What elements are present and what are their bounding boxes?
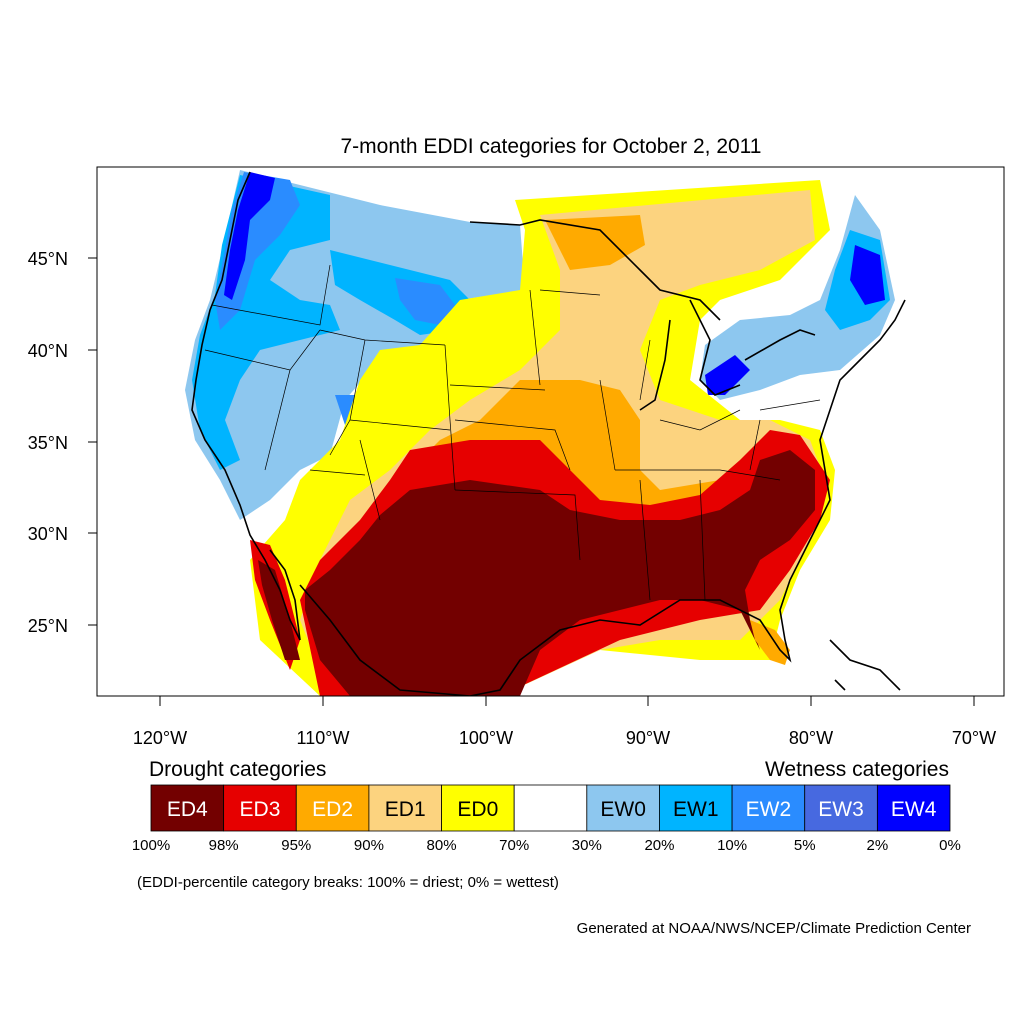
- legend-break-label: 30%: [572, 837, 602, 854]
- credit-text: Generated at NOAA/NWS/NCEP/Climate Predi…: [577, 920, 971, 937]
- lon-label: 90°W: [626, 728, 670, 748]
- legend-break-label: 100%: [132, 837, 170, 854]
- legend-category: ED3: [223, 784, 297, 832]
- category-note: (EDDI-percentile category breaks: 100% =…: [137, 874, 559, 891]
- state-borders: [204, 264, 821, 601]
- category-legend-bar: ED4 ED3 ED2 ED1 ED0 EW0 EW1 EW2 EW3 EW4: [150, 784, 951, 832]
- legend-category-label: ED3: [240, 798, 281, 821]
- legend-break-label: 80%: [427, 837, 457, 854]
- legend-swatch: [659, 784, 733, 832]
- legend-category-label: ED1: [385, 798, 426, 821]
- map-title: 7-month EDDI categories for October 2, 2…: [341, 135, 762, 158]
- lon-label: 80°W: [789, 728, 833, 748]
- legend-category-label: EW3: [818, 798, 864, 821]
- legend-swatch: [295, 784, 370, 832]
- wet-core-erie: [705, 355, 750, 395]
- lat-label: 25°N: [28, 616, 68, 636]
- legend-category: ED1: [368, 784, 442, 832]
- lon-label: 120°W: [133, 728, 187, 748]
- dry-ed4-region: [258, 450, 815, 696]
- lon-label: 110°W: [297, 728, 350, 748]
- lat-label: 45°N: [28, 249, 68, 269]
- wet-patch-montana-core: [395, 278, 455, 325]
- legend-break-label: 10%: [717, 837, 747, 854]
- legend-category-label: EW0: [600, 798, 646, 821]
- lon-label: 100°W: [459, 728, 513, 748]
- map-area: [97, 167, 1004, 696]
- legend-break-label: 95%: [281, 837, 311, 854]
- coastline: [191, 171, 906, 696]
- legend-category-label: EW2: [746, 798, 792, 821]
- legend-category: EW3: [804, 784, 878, 832]
- legend-category-label: EW1: [673, 798, 719, 821]
- legend-category: EW1: [659, 784, 733, 832]
- legend-swatch: [513, 784, 588, 832]
- legend-break-label: 98%: [209, 837, 239, 854]
- legend-category: ED2: [295, 784, 370, 832]
- lat-label: 35°N: [28, 433, 68, 453]
- legend-swatch: [876, 784, 951, 832]
- longitude-axis: 120°W 110°W 100°W 90°W 80°W 70°W: [133, 696, 996, 748]
- legend-category-label: ED0: [457, 798, 498, 821]
- wet-extreme-northeast: [850, 245, 885, 305]
- legend-break-label: 70%: [499, 837, 529, 854]
- legend-category: EW2: [731, 784, 806, 832]
- legend-category: ED4: [150, 784, 225, 832]
- legend-break-label: 90%: [354, 837, 384, 854]
- legend-break-label: 20%: [644, 837, 674, 854]
- dry-florida-fringe: [750, 620, 790, 665]
- drought-heading: Drought categories: [149, 758, 326, 781]
- legend-break-label: 0%: [939, 837, 961, 854]
- legend-category: ED0: [441, 784, 515, 832]
- lat-label: 30°N: [28, 524, 68, 544]
- legend-category-label: ED2: [312, 798, 353, 821]
- legend-break-label: 5%: [794, 837, 816, 854]
- wet-extreme-coast: [224, 172, 275, 300]
- legend-category: EW4: [876, 784, 951, 832]
- latitude-axis: 45°N 40°N 35°N 30°N 25°N: [28, 249, 97, 636]
- wetness-heading: Wetness categories: [765, 758, 949, 781]
- lat-label: 40°N: [28, 341, 68, 361]
- map-frame: [96, 166, 1005, 697]
- lon-label: 70°W: [952, 728, 996, 748]
- legend-break-label: 2%: [867, 837, 889, 854]
- legend-swatch: [368, 784, 442, 832]
- legend-category-label: ED4: [167, 798, 208, 821]
- legend-swatch: [804, 784, 878, 832]
- islands: [829, 639, 901, 691]
- legend-category-label: EW4: [891, 798, 937, 821]
- legend-category: [513, 784, 588, 832]
- legend-category: EW0: [586, 784, 660, 832]
- category-break-labels: 100% 98% 95% 90% 80% 70% 30% 20% 10% 5% 2% 0%: [132, 837, 961, 854]
